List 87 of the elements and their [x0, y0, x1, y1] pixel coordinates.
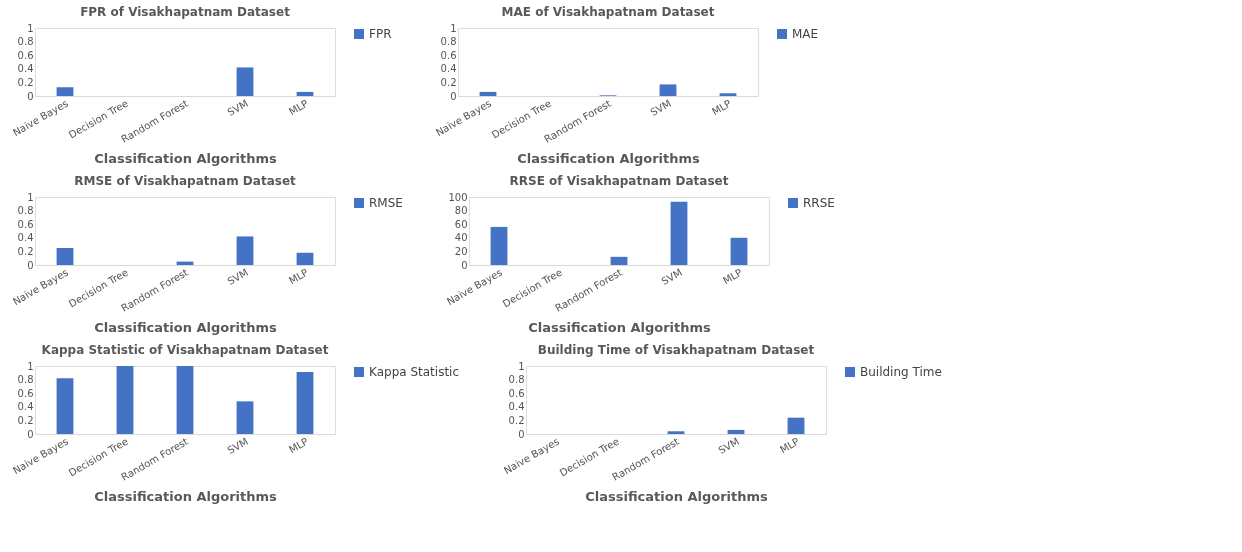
legend-label: MAE	[792, 27, 819, 41]
x-tick-label: MLP	[720, 266, 744, 287]
x-tick-label: MLP	[286, 266, 310, 287]
y-tick-label: 0.8	[17, 36, 34, 48]
y-tick-label: 1	[27, 360, 34, 372]
y-tick-label: 40	[454, 232, 468, 244]
y-tick-label: 1	[518, 360, 525, 372]
bar	[490, 226, 508, 265]
bar	[56, 87, 74, 96]
x-tick-label: MLP	[286, 97, 310, 118]
y-tick-label: 0	[461, 259, 468, 271]
bar	[479, 91, 497, 96]
y-tick-label: 0	[518, 428, 525, 440]
chart-title: Building Time of Visakhapatnam Dataset	[537, 343, 815, 357]
bar	[236, 236, 254, 265]
bar	[56, 248, 74, 265]
y-tick-label: 80	[454, 205, 468, 217]
y-tick-label: 0.2	[508, 414, 525, 426]
x-axis-title: Classification Algorithms	[528, 319, 712, 335]
y-tick-label: 0.4	[17, 63, 34, 75]
y-tick-label: 0.6	[17, 218, 34, 230]
y-tick-label: 0.6	[508, 387, 525, 399]
y-tick-label: 1	[27, 191, 34, 203]
x-axis-title: Classification Algorithms	[94, 488, 278, 504]
bar	[236, 67, 254, 96]
y-tick-label: 0.4	[17, 232, 34, 244]
x-tick-label: SVM	[225, 266, 250, 288]
legend-label: RRSE	[803, 196, 835, 210]
x-axis-title: Classification Algorithms	[585, 488, 769, 504]
y-tick-label: 20	[454, 245, 468, 257]
chart-title: MAE of Visakhapatnam Dataset	[501, 5, 715, 19]
bar	[719, 93, 737, 96]
bar	[667, 431, 685, 434]
y-tick-label: 100	[448, 191, 468, 203]
bar	[56, 378, 74, 434]
bar	[670, 201, 688, 265]
chart-title: Kappa Statistic of Visakhapatnam Dataset	[41, 343, 329, 357]
chart-title: FPR of Visakhapatnam Dataset	[80, 5, 291, 19]
legend-label: Building Time	[860, 365, 942, 379]
x-tick-label: MLP	[286, 435, 310, 456]
y-tick-label: 0.8	[440, 36, 457, 48]
y-tick-label: 0.8	[17, 374, 34, 386]
y-tick-label: 60	[454, 218, 468, 230]
y-tick-label: 0.8	[17, 205, 34, 217]
x-tick-label: SVM	[659, 266, 684, 288]
y-tick-label: 0	[27, 90, 34, 102]
x-axis-title: Classification Algorithms	[94, 150, 278, 166]
y-tick-label: 0.4	[17, 401, 34, 413]
y-tick-label: 0.6	[440, 49, 457, 61]
bar	[610, 256, 628, 265]
bar	[176, 366, 194, 434]
y-tick-label: 0	[27, 428, 34, 440]
bar	[787, 417, 805, 434]
y-tick-label: 1	[27, 22, 34, 34]
y-tick-label: 0.2	[17, 245, 34, 257]
x-tick-label: MLP	[709, 97, 733, 118]
y-tick-label: 0.8	[508, 374, 525, 386]
x-tick-label: SVM	[225, 97, 250, 119]
bar	[727, 429, 745, 434]
bar	[730, 237, 748, 265]
bar	[296, 252, 314, 265]
chart-title: RMSE of Visakhapatnam Dataset	[74, 174, 297, 188]
y-tick-label: 0.6	[17, 49, 34, 61]
y-tick-label: 1	[450, 22, 457, 34]
x-tick-label: SVM	[648, 97, 673, 119]
y-tick-label: 0.2	[440, 76, 457, 88]
legend-label: FPR	[369, 27, 392, 41]
legend-label: Kappa Statistic	[369, 365, 460, 379]
x-tick-label: SVM	[716, 435, 741, 457]
y-tick-label: 0.4	[508, 401, 525, 413]
legend-label: RMSE	[369, 196, 403, 210]
chart-title: RRSE of Visakhapatnam Dataset	[509, 174, 729, 188]
x-tick-label: MLP	[777, 435, 801, 456]
x-axis-title: Classification Algorithms	[94, 319, 278, 335]
y-tick-label: 0.6	[17, 387, 34, 399]
y-tick-label: 0.2	[17, 414, 34, 426]
y-tick-label: 0.4	[440, 63, 457, 75]
bar	[236, 401, 254, 434]
bar	[296, 372, 314, 434]
bar	[296, 91, 314, 96]
y-tick-label: 0	[27, 259, 34, 271]
x-tick-label: SVM	[225, 435, 250, 457]
y-tick-label: 0.2	[17, 76, 34, 88]
x-axis-title: Classification Algorithms	[517, 150, 701, 166]
bar	[116, 366, 134, 434]
bar	[659, 84, 677, 96]
y-tick-label: 0	[450, 90, 457, 102]
